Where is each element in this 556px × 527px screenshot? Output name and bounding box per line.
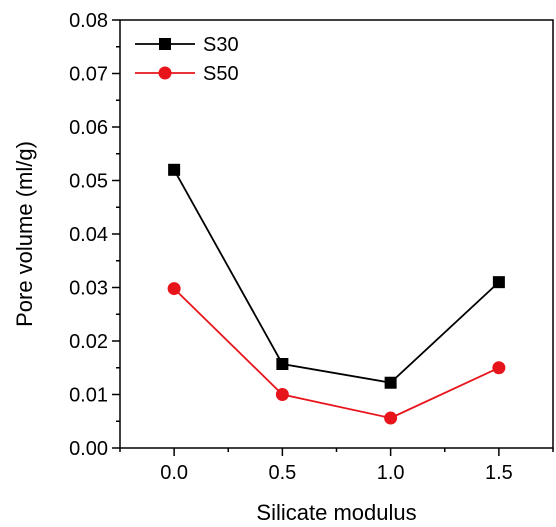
y-tick-label: 0.06 [69, 117, 108, 139]
data-point [384, 411, 398, 425]
series-s50 [167, 282, 506, 425]
plot-frame [119, 19, 554, 449]
ticks: 0.00 0.01 0.02 0.03 0.04 0.05 0.06 0.07 0.08 0.0 0… [69, 10, 554, 484]
x-axis-label: Silicate modulus [256, 500, 416, 525]
y-axis-label: Pore volume (ml/g) [12, 141, 37, 327]
legend-label: S30 [203, 34, 239, 56]
y-tick-label: 0.02 [69, 331, 108, 353]
y-tick-label: 0.05 [69, 171, 108, 193]
y-tick-label: 0.03 [69, 278, 108, 300]
data-point [492, 361, 506, 375]
data-point [384, 376, 397, 389]
data-point [168, 163, 181, 176]
legend-item-s50: S50 [135, 63, 239, 85]
series-line [173, 169, 500, 384]
x-tick-label: 1.5 [485, 462, 513, 484]
legend-label: S50 [203, 63, 239, 85]
x-tick-label: 0.5 [268, 462, 296, 484]
y-tick-label: 0.00 [69, 438, 108, 460]
legend-item-s30: S30 [135, 34, 239, 56]
series-line [173, 287, 500, 419]
y-tick-label: 0.07 [69, 64, 108, 86]
y-tick-label: 0.01 [69, 385, 108, 407]
axes [119, 19, 554, 449]
series-layer [167, 163, 506, 425]
data-point [167, 282, 181, 296]
series-s30 [168, 163, 505, 389]
y-tick-label: 0.04 [69, 224, 108, 246]
data-point [276, 358, 289, 371]
x-tick-label: 1.0 [377, 462, 405, 484]
legend-marker [159, 38, 171, 50]
data-point [275, 388, 289, 401]
data-point [492, 276, 505, 289]
x-tick-label: 0.0 [160, 462, 188, 484]
y-tick-label: 0.08 [69, 10, 108, 32]
legend-marker [158, 66, 172, 80]
